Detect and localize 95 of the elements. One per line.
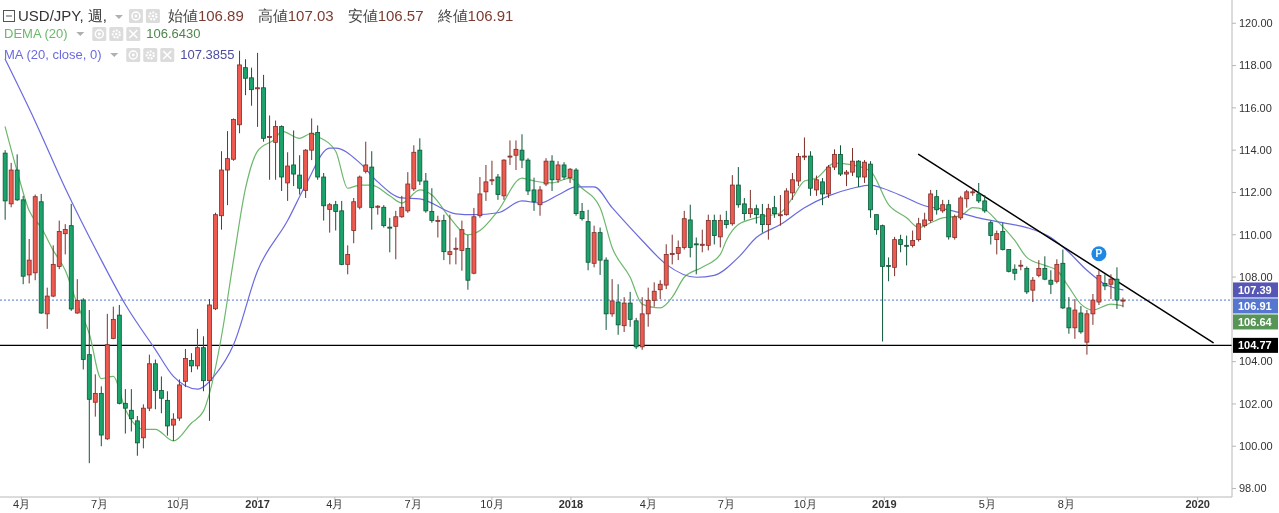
candlestick bbox=[1054, 258, 1060, 284]
candlestick bbox=[387, 217, 393, 253]
y-tick-label: 102.00 bbox=[1239, 397, 1273, 410]
ref-line-label: 104.77 bbox=[1238, 339, 1272, 352]
candlestick bbox=[1102, 273, 1108, 291]
candlestick bbox=[838, 144, 843, 177]
candlestick bbox=[483, 164, 489, 202]
candlestick bbox=[717, 214, 723, 248]
candlestick bbox=[1120, 297, 1126, 308]
candlestick bbox=[615, 283, 621, 336]
candlestick bbox=[489, 160, 495, 186]
x-tick-label: 10月 bbox=[166, 498, 191, 510]
candlestick bbox=[543, 157, 549, 187]
x-tick-label: 2019 bbox=[872, 498, 897, 510]
candlestick bbox=[555, 160, 561, 184]
candlestick bbox=[345, 244, 351, 275]
candlestick bbox=[285, 151, 290, 202]
candlestick bbox=[766, 203, 771, 241]
candlestick bbox=[934, 189, 940, 216]
candlestick bbox=[814, 175, 819, 197]
candlestick bbox=[435, 215, 441, 238]
annotation: 安値106.57 bbox=[347, 7, 424, 24]
candlestick bbox=[711, 214, 717, 245]
series-label: MA (20, close, 0) bbox=[4, 47, 102, 62]
candlestick bbox=[92, 373, 98, 418]
y-tick-label: 98.00 bbox=[1239, 482, 1267, 495]
candlestick bbox=[1072, 298, 1078, 340]
text: USD/JPY, 週, bbox=[18, 7, 107, 24]
candlestick bbox=[189, 352, 194, 373]
text: DEMA (20) bbox=[4, 26, 68, 41]
candlestick bbox=[1048, 269, 1054, 295]
candlestick bbox=[1024, 265, 1030, 295]
y-tick-label: 114.00 bbox=[1239, 144, 1272, 157]
text: 107.39 bbox=[1238, 283, 1272, 296]
candlestick bbox=[477, 176, 483, 219]
candlestick bbox=[609, 278, 615, 318]
candlestick bbox=[904, 235, 909, 266]
x-tick-label: 2017 bbox=[245, 498, 270, 510]
candlestick bbox=[134, 415, 140, 457]
candlestick bbox=[1078, 305, 1084, 335]
text: 106.64 bbox=[1238, 315, 1273, 328]
x-tick-label: 5月 bbox=[978, 498, 996, 510]
candlestick bbox=[128, 388, 134, 432]
x-tick-label: 7月 bbox=[91, 498, 109, 510]
candlestick bbox=[1108, 273, 1114, 300]
candlestick bbox=[994, 230, 1000, 255]
candlestick bbox=[856, 159, 861, 188]
candlestick bbox=[549, 154, 555, 192]
candlestick bbox=[447, 214, 453, 265]
y-tick-label: 110.00 bbox=[1239, 228, 1272, 241]
x-tick-label: 7月 bbox=[717, 498, 735, 510]
line-series bbox=[4, 126, 1124, 442]
candlestick bbox=[195, 328, 200, 370]
candlestick bbox=[74, 278, 80, 315]
x-tick-label: 10月 bbox=[480, 498, 504, 510]
x-tick-label: 4月 bbox=[326, 498, 344, 510]
x-tick-label: 2018 bbox=[558, 498, 584, 510]
x-tick-label: 4月 bbox=[639, 498, 657, 510]
candlestick bbox=[363, 141, 369, 174]
x-tick-label: 8月 bbox=[1057, 498, 1075, 510]
candlestick bbox=[495, 173, 501, 201]
candlestick bbox=[537, 185, 543, 217]
candlestick bbox=[747, 189, 753, 219]
x-tick-label: 10月 bbox=[793, 498, 817, 510]
candlestick bbox=[862, 159, 867, 184]
candlestick bbox=[621, 296, 627, 333]
candlestick bbox=[381, 204, 387, 229]
candlestick bbox=[327, 202, 333, 234]
y-tick-label: 118.00 bbox=[1239, 59, 1272, 72]
candlestick bbox=[988, 220, 994, 245]
annotation: 107.3855 bbox=[180, 47, 235, 62]
y-tick-label: 104.00 bbox=[1239, 355, 1273, 368]
candlestick bbox=[820, 177, 825, 206]
candlestick bbox=[1030, 276, 1036, 303]
y-tick-label: 100.00 bbox=[1239, 440, 1273, 453]
annotation: 高値107.03 bbox=[257, 7, 334, 24]
candlestick bbox=[772, 195, 777, 219]
y-tick-label: 120.00 bbox=[1239, 17, 1273, 30]
x-tick-label: 7月 bbox=[404, 498, 422, 510]
candlestick bbox=[171, 412, 176, 442]
candlestick bbox=[255, 52, 260, 128]
y-tick-label: 112.00 bbox=[1239, 186, 1272, 199]
candlestick bbox=[110, 306, 116, 340]
x-tick-label: 2020 bbox=[1185, 498, 1210, 510]
annotation: 終値106.91 bbox=[436, 7, 514, 24]
candlestick bbox=[1114, 266, 1120, 310]
x-tick-label: 4月 bbox=[12, 498, 31, 510]
y-tick-label: 116.00 bbox=[1239, 101, 1272, 114]
ref-line-label: 106.91 bbox=[1238, 299, 1272, 312]
y-tick-label: 108.00 bbox=[1239, 270, 1273, 283]
annotation: P bbox=[1095, 248, 1103, 260]
annotation: 106.6430 bbox=[146, 26, 201, 41]
candlestick bbox=[627, 291, 633, 328]
annotation: 始値106.89 bbox=[167, 7, 244, 24]
candlestick bbox=[183, 348, 188, 388]
